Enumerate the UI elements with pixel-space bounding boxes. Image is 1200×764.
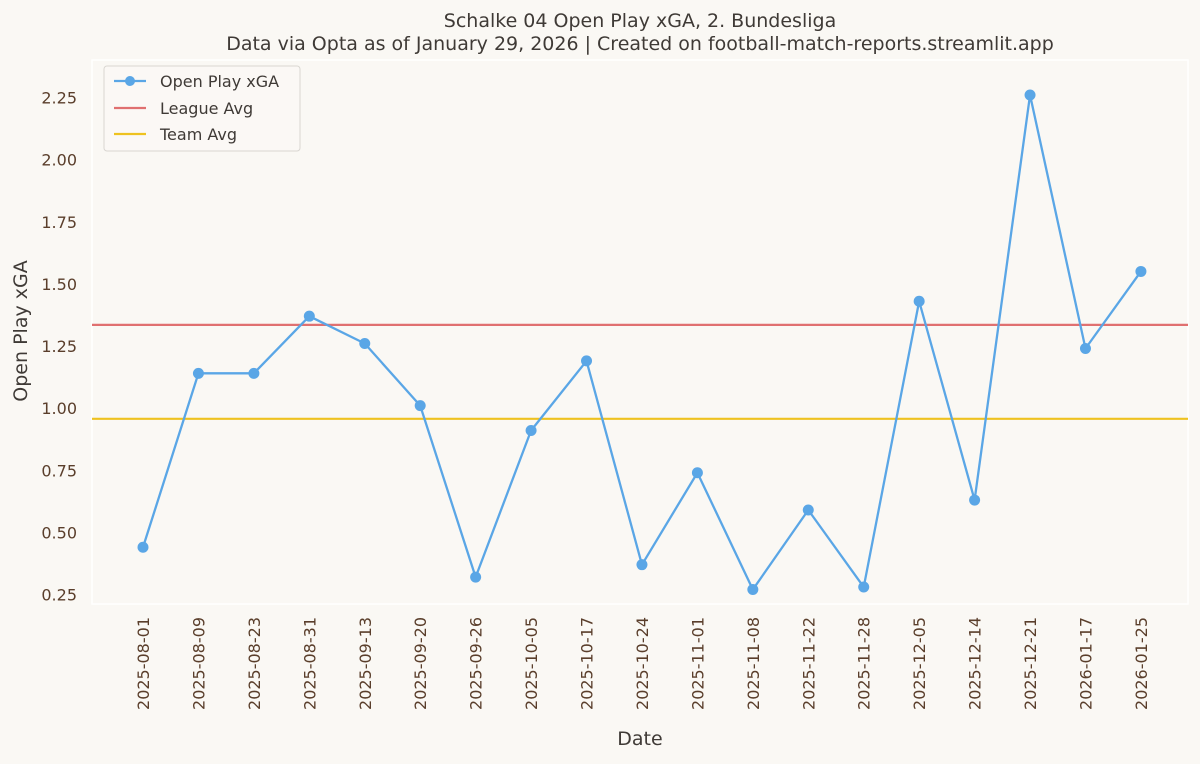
series-line <box>141 93 1142 591</box>
x-axis-ticks: 2025-08-01 2025-08-09 2025-08-23 2025-08-31… <box>134 617 1151 710</box>
x-tick-label: 2026-01-17 <box>1076 617 1095 710</box>
legend-frame <box>103 65 301 152</box>
data-point <box>1024 89 1036 101</box>
x-tick-label: 2025-12-14 <box>966 617 985 710</box>
data-point <box>303 310 315 322</box>
data-point <box>470 571 482 583</box>
x-tick-label: 2025-08-09 <box>189 617 208 710</box>
x-tick-label: 2025-10-17 <box>578 617 597 710</box>
legend: Open Play xGA League Avg Team Avg <box>103 65 301 152</box>
y-tick-label: 1.00 <box>41 399 77 418</box>
data-point <box>636 559 648 571</box>
x-tick-label: 2025-11-22 <box>799 617 818 710</box>
y-tick-label: 1.25 <box>41 337 77 356</box>
x-tick-label: 2025-08-23 <box>245 617 264 710</box>
y-tick-label: 0.75 <box>41 461 77 480</box>
data-point <box>137 541 149 553</box>
data-point <box>581 355 593 367</box>
y-tick-label: 1.50 <box>41 275 77 294</box>
x-tick-label: 2026-01-25 <box>1132 617 1151 710</box>
data-point <box>913 295 925 307</box>
reference-lines <box>92 323 1188 420</box>
data-point <box>414 400 426 412</box>
x-tick-label: 2025-12-21 <box>1021 617 1040 710</box>
x-tick-label: 2025-08-31 <box>300 617 319 710</box>
data-point <box>802 504 814 516</box>
data-point <box>359 338 371 350</box>
legend-label-series: Open Play xGA <box>160 72 279 91</box>
y-tick-label: 2.00 <box>41 151 77 170</box>
y-tick-label: 0.50 <box>41 523 77 542</box>
chart-subtitle: Data via Opta as of January 29, 2026 | C… <box>226 33 1054 55</box>
y-tick-label: 0.25 <box>41 586 77 605</box>
legend-label-league-avg: League Avg <box>160 99 253 118</box>
x-tick-label: 2025-11-01 <box>688 617 707 710</box>
y-tick-label: 1.75 <box>41 213 77 232</box>
y-axis-label: Open Play xGA <box>10 260 32 401</box>
x-tick-label: 2025-09-26 <box>467 617 486 710</box>
data-point <box>1079 342 1091 354</box>
chart-title: Schalke 04 Open Play xGA, 2. Bundesliga <box>444 10 836 32</box>
data-point <box>691 467 703 479</box>
data-point <box>969 494 981 506</box>
x-tick-label: 2025-11-28 <box>855 617 874 710</box>
y-axis-ticks: 0.25 0.50 0.75 1.00 1.25 1.50 1.75 2.00 2.25 <box>41 89 77 605</box>
y-tick-label: 2.25 <box>41 89 77 108</box>
x-tick-label: 2025-10-24 <box>633 617 652 710</box>
data-point <box>192 367 204 379</box>
data-point <box>858 581 870 593</box>
plot-frame <box>91 59 1189 605</box>
x-axis-label: Date <box>617 728 662 750</box>
legend-marker-series <box>125 76 135 86</box>
x-tick-label: 2025-09-20 <box>411 617 430 710</box>
x-tick-label: 2025-11-08 <box>744 617 763 710</box>
x-tick-label: 2025-09-13 <box>356 617 375 710</box>
x-tick-label: 2025-10-05 <box>522 617 541 710</box>
data-point <box>248 367 260 379</box>
legend-label-team-avg: Team Avg <box>159 125 237 144</box>
data-point <box>747 584 759 596</box>
series-layer <box>137 89 1147 596</box>
data-point <box>525 424 537 436</box>
data-point <box>1135 265 1147 277</box>
x-tick-label: 2025-08-01 <box>134 617 153 710</box>
x-tick-label: 2025-12-05 <box>910 617 929 710</box>
